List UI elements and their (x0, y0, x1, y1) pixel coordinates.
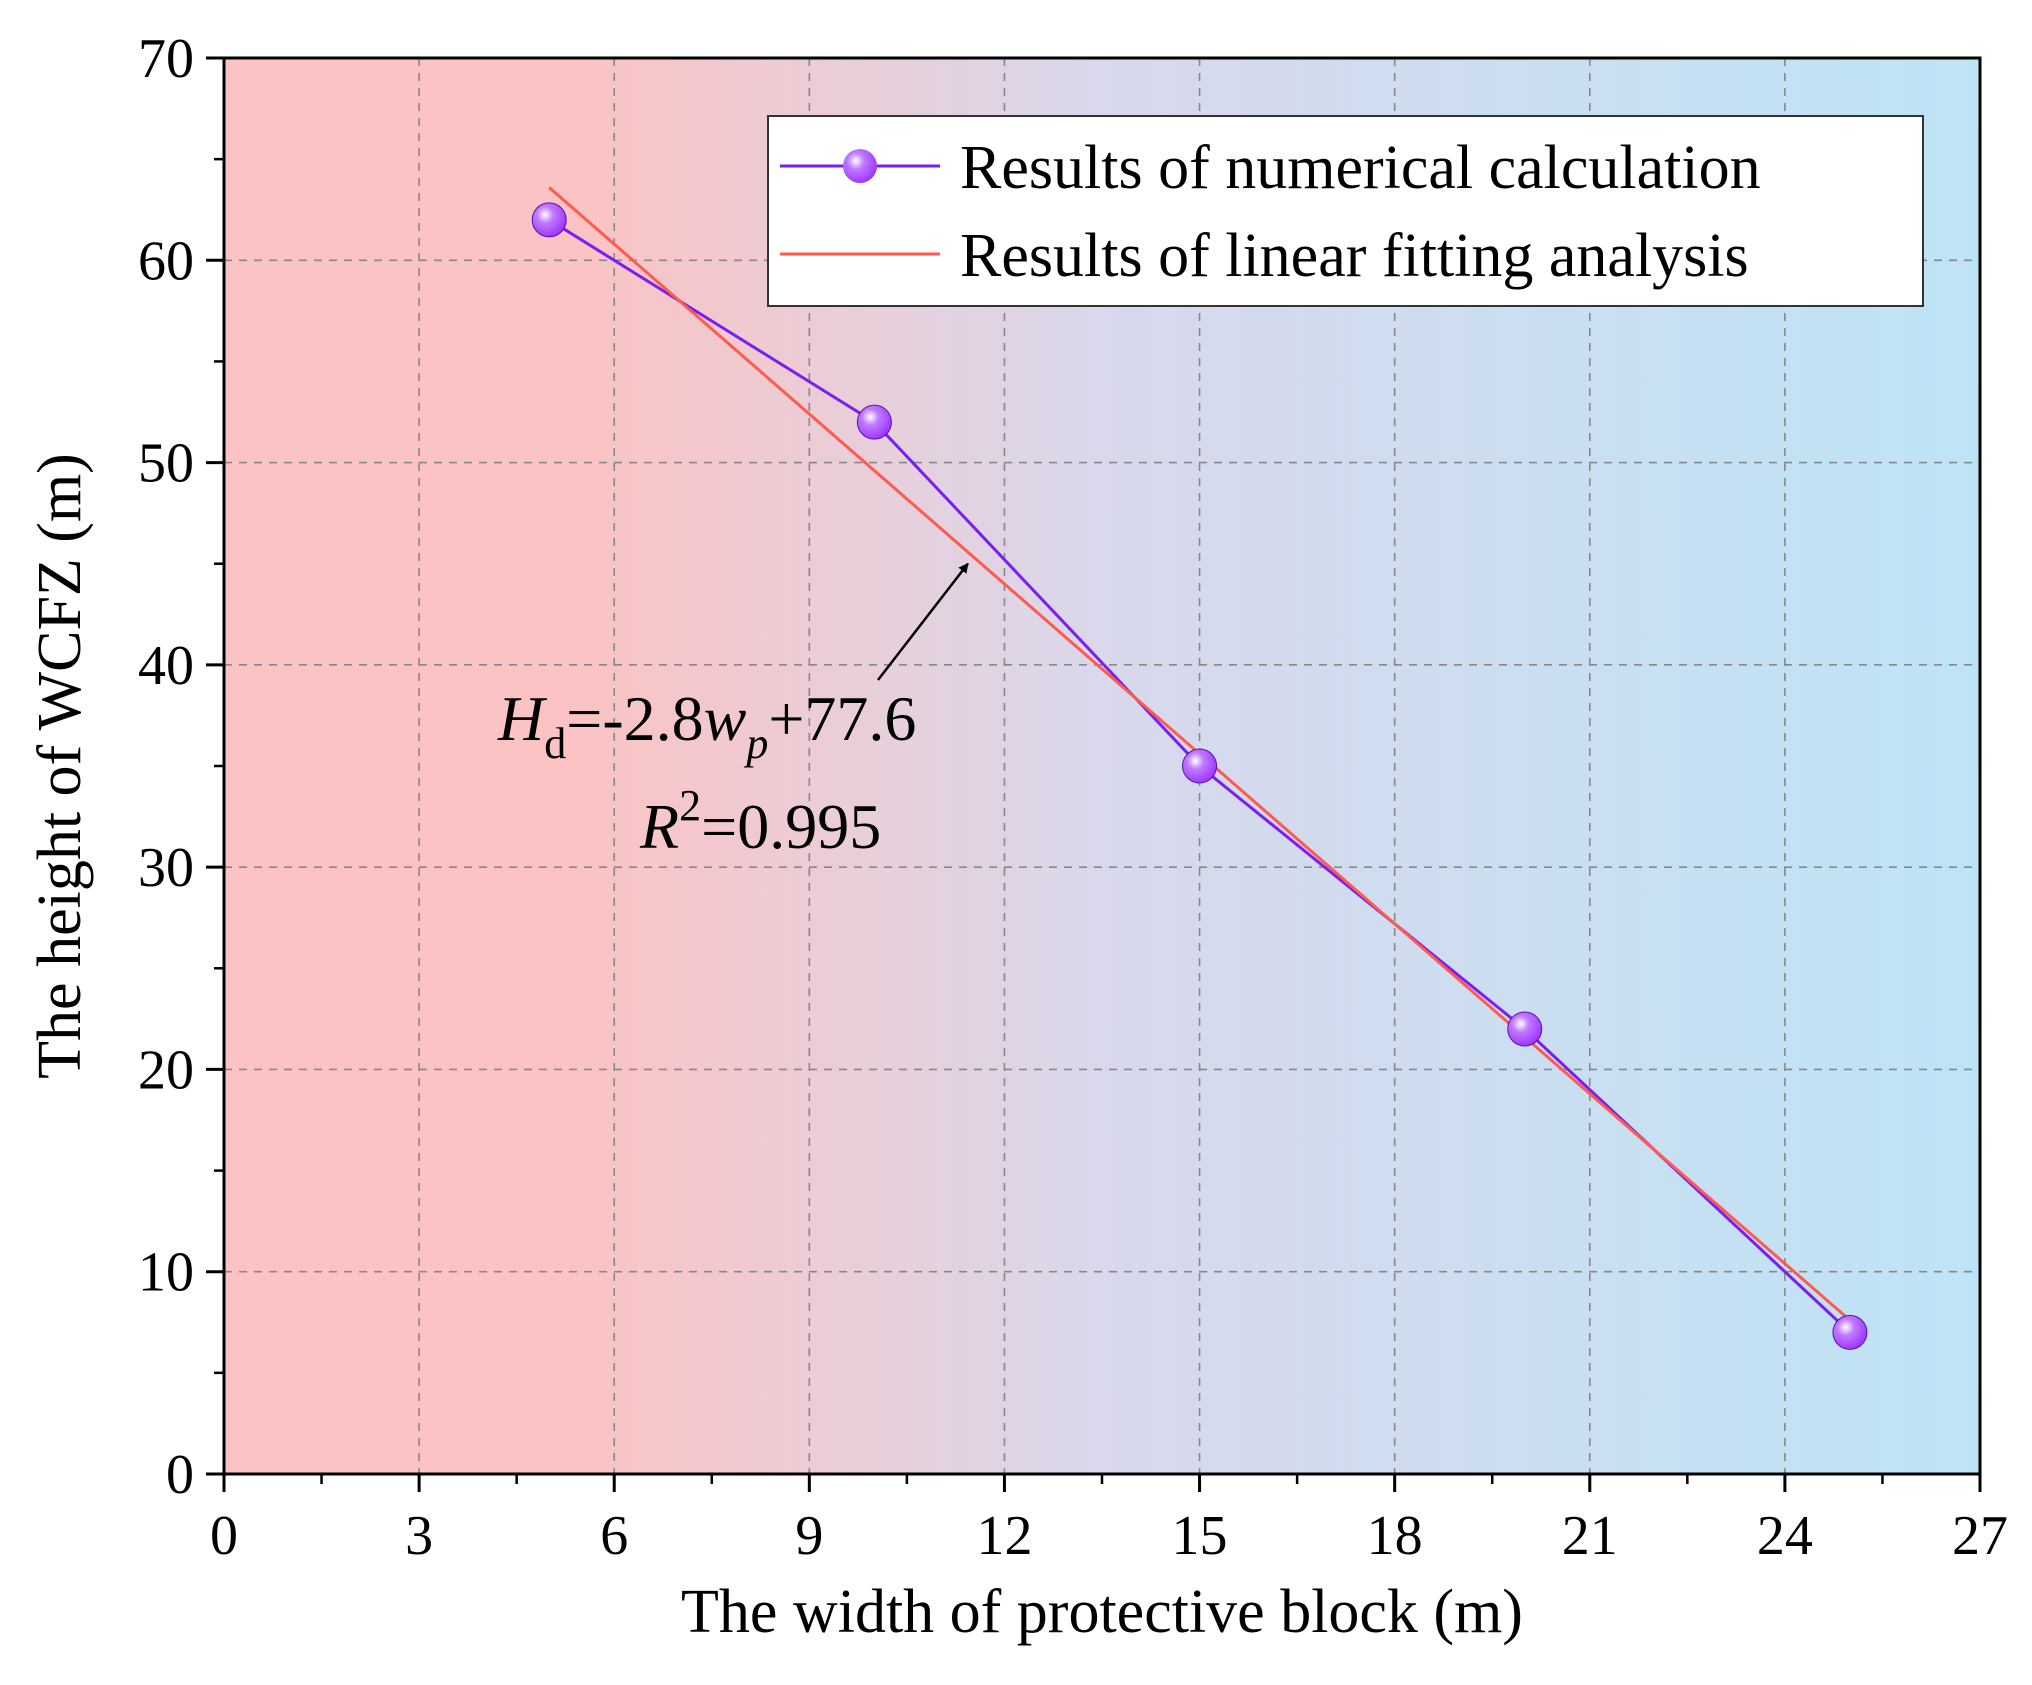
x-tick-label: 6 (600, 1505, 628, 1567)
x-tick-label: 9 (795, 1505, 823, 1567)
x-tick-label: 21 (1562, 1505, 1618, 1567)
annotation-arrow (877, 562, 969, 681)
axis-ticks: 0 3 6 9 12 15 18 21 24 27 0 10 20 30 40 50 60 70 (138, 28, 2008, 1567)
legend-marker-numerical (843, 149, 877, 183)
legend-box (767, 115, 1924, 307)
x-tick-label: 3 (405, 1505, 433, 1567)
y-tick-label: 70 (138, 28, 194, 90)
series-layer (531, 186, 1868, 1350)
x-tick-label: 18 (1367, 1505, 1423, 1567)
x-tick-label: 0 (210, 1505, 238, 1567)
y-tick-label: 50 (138, 433, 194, 495)
data-point-marker (531, 202, 567, 238)
x-tick-label: 12 (976, 1505, 1032, 1567)
legend: Results of numerical calculation Results… (767, 115, 1924, 307)
data-point-marker (1832, 1314, 1868, 1350)
fit-equation-annotation: Hd=-2.8wp+77.6 R2=0.995 (497, 562, 969, 862)
y-tick-label: 0 (166, 1444, 194, 1506)
data-point-marker (856, 404, 892, 440)
fit-equation: Hd=-2.8wp+77.6 (497, 683, 916, 768)
y-tick-label: 40 (138, 635, 194, 697)
x-tick-label: 15 (1172, 1505, 1228, 1567)
x-tick-label: 27 (1952, 1505, 2008, 1567)
y-tick-label: 10 (138, 1242, 194, 1304)
data-point-marker (1182, 748, 1218, 784)
legend-label-linear-fit: Results of linear fitting analysis (960, 222, 1749, 290)
y-axis-title: The height of WCFZ (m) (26, 453, 94, 1079)
y-tick-label: 20 (138, 1039, 194, 1101)
y-tick-label: 60 (138, 230, 194, 292)
legend-label-numerical: Results of numerical calculation (960, 134, 1761, 202)
r-squared: R2=0.995 (639, 781, 881, 862)
y-tick-label: 30 (138, 837, 194, 899)
x-tick-label: 24 (1757, 1505, 1813, 1567)
data-point-marker (1507, 1011, 1543, 1047)
x-axis-title: The width of protective block (m) (681, 1578, 1523, 1646)
